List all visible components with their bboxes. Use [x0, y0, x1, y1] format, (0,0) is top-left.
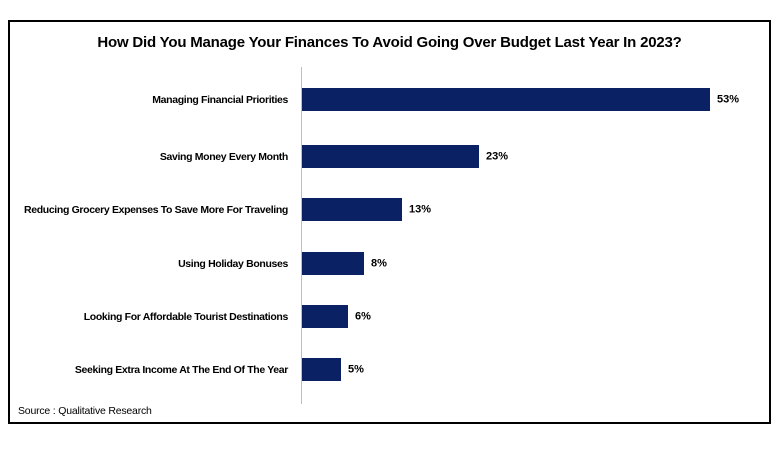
chart-frame: How Did You Manage Your Finances To Avoi…: [8, 20, 771, 424]
chart-title: How Did You Manage Your Finances To Avoi…: [97, 34, 682, 51]
value-label: 53%: [717, 93, 740, 105]
category-label: Using Holiday Bonuses: [178, 257, 288, 270]
value-label: 23%: [486, 150, 509, 162]
value-label: 5%: [348, 363, 364, 375]
category-label: Saving Money Every Month: [159, 150, 288, 163]
bar: [302, 252, 364, 275]
value-label: 13%: [409, 203, 432, 215]
category-label: Seeking Extra Income At The End Of The Y…: [74, 363, 288, 376]
value-label: 8%: [371, 257, 387, 269]
category-label: Reducing Grocery Expenses To Save More F…: [23, 203, 288, 216]
category-label: Managing Financial Priorities: [152, 93, 288, 106]
bar: [302, 305, 348, 328]
bar: [302, 145, 479, 168]
bar: [302, 358, 341, 381]
category-label: Looking For Affordable Tourist Destinati…: [83, 310, 289, 323]
bar: [302, 88, 710, 111]
bar: [302, 198, 402, 221]
source-note: Source : Qualitative Research: [18, 405, 152, 417]
y-axis-line: [301, 67, 302, 404]
value-label: 6%: [355, 310, 371, 322]
plot-area: Managing Financial Priorities 53% Saving M…: [10, 22, 769, 422]
